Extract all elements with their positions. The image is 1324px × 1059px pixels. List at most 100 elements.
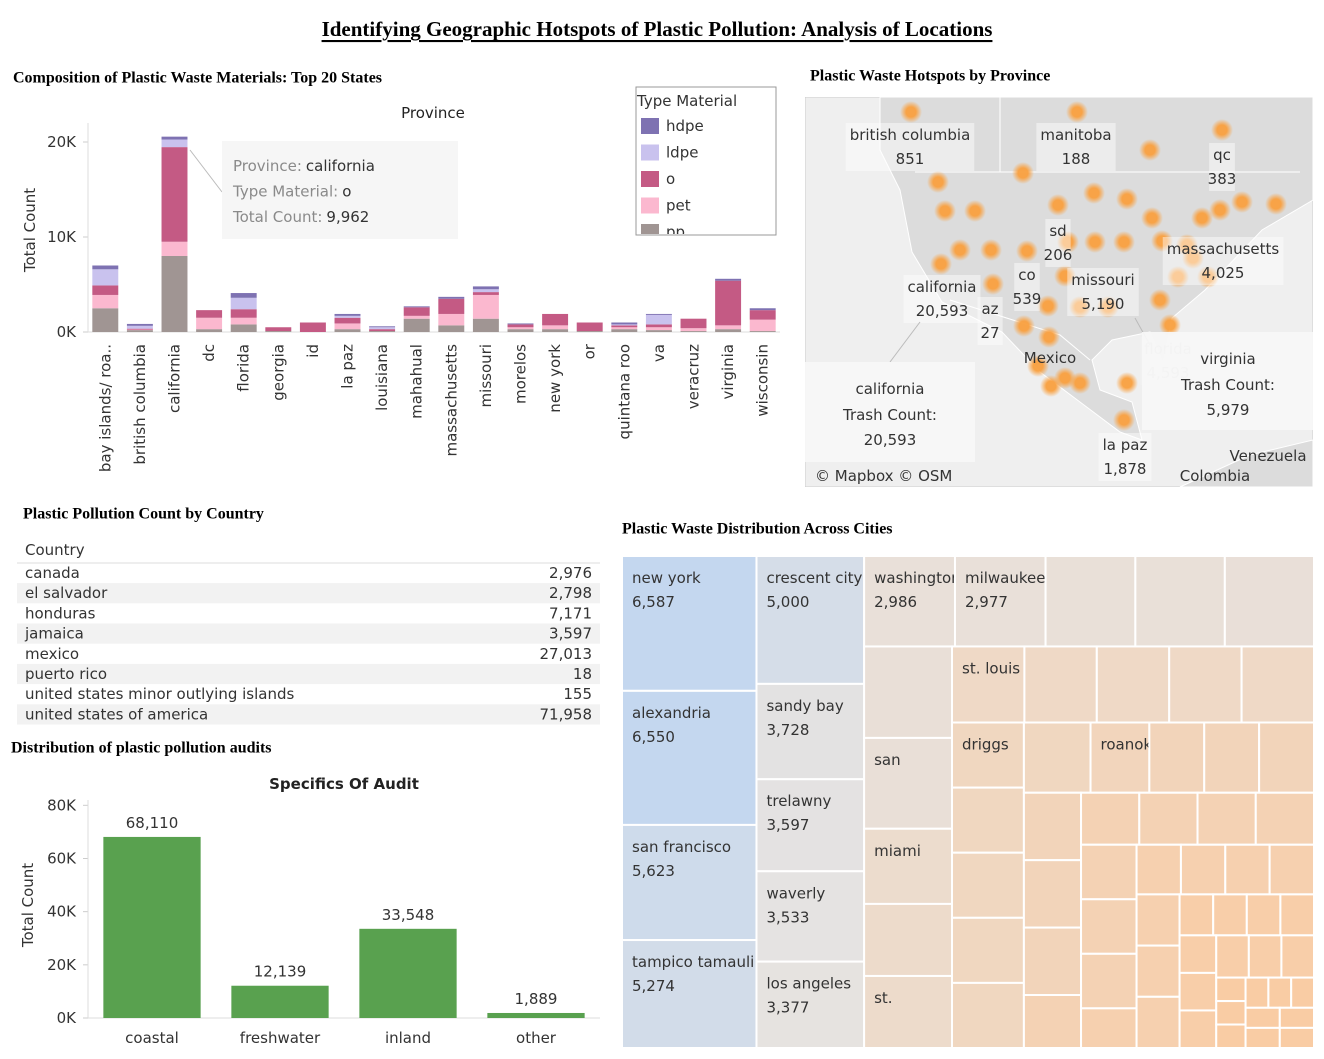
map-label-name: california [907,278,976,296]
map-label-value: 539 [1013,290,1042,308]
cell: united states minor outlying islands [25,685,295,703]
map-label-value: 20,593 [916,302,969,320]
bar-segment [161,256,188,332]
cell: 71,958 [540,705,593,723]
cell-name: sandy bay [766,697,843,715]
treemap-cell [1244,976,1270,1009]
cell: 18 [573,665,592,683]
cell: united states of america [25,705,208,723]
map-label: massachusetts 4,025 [1162,237,1284,285]
tooltip [222,141,458,239]
legend-swatch [641,144,659,161]
cell: canada [25,564,80,582]
cell-value: 6,587 [632,593,675,611]
treemap-cell [755,555,866,685]
cell: 7,171 [549,604,592,622]
treemap-cell [951,916,1025,984]
map-label-value: 4,025 [1202,264,1245,282]
map-attribution: © Mapbox © OSM [815,467,952,485]
map-label: british columbia 851 [845,123,975,171]
map-label: qc 383 [1208,143,1236,191]
legend-label: pp [666,223,685,241]
tooltip-line: Province: california [233,157,375,175]
hotspot [927,171,949,193]
treemap-cell [1215,976,1247,1003]
treemap-cell [1223,555,1316,648]
hotspot [1141,207,1163,229]
bar-segment [403,315,430,319]
map-label-bg [1014,263,1040,311]
map-label-name: az [981,300,998,318]
chart-title: Plastic Waste Distribution Across Cities [622,521,893,538]
cell-value: 3,377 [766,999,809,1017]
hotspot [1265,193,1287,215]
bar-segment [438,313,465,326]
treemap-cell [1168,645,1243,724]
chart-title: Composition of Plastic Waste Materials: … [13,70,382,87]
x-tick-label: dc [200,344,218,362]
hotspot [1069,296,1091,318]
map-label: la paz 1,878 [1098,433,1152,481]
treemap-cell [1215,934,1250,979]
cell-value: 5,623 [632,862,675,880]
bar-segment [126,328,153,330]
hotspot [1047,194,1069,216]
y-tick-label: 10K [47,228,77,246]
cell: jamaica [24,625,84,643]
value-label: 68,110 [126,814,179,832]
cell-name: washington [874,569,961,587]
cell-value: 5,000 [766,593,809,611]
treemap-cell [951,721,1025,789]
tooltip-line: Type Material: o [232,183,351,201]
treemap-cell [1135,944,1181,998]
bar-segment [507,329,534,332]
cell-name: crescent city [766,569,862,587]
legend-swatch [641,118,659,134]
treemap-cell [1135,995,1181,1049]
tooltip-pointer [889,321,921,363]
bar-segment [611,322,638,325]
bar-segment [334,313,361,316]
treemap-cell [1196,791,1257,846]
treemap-cell [1290,976,1316,1009]
treemap-cell [951,645,1026,724]
treemap-cell [1179,843,1227,896]
map-label-bg [1209,143,1235,191]
treemap-cell [1022,859,1083,929]
bar-segment [472,318,499,332]
map-layer: british columbia 851 manitoba 188 qc 383 sd 206… [805,101,1313,485]
treemap-cell [951,786,1025,854]
bar-segment [680,328,707,332]
bar-segment [507,327,534,330]
y-axis-label: Total Count [21,188,39,273]
tooltip-name: virginia [1200,350,1256,368]
treemap-cell [755,870,866,963]
bar-segment [438,325,465,332]
bar-segment [472,286,499,290]
bar-segment [472,294,499,319]
treemap-cell [1080,1007,1138,1050]
hotspot [1084,231,1106,253]
bar-segment [230,297,257,310]
bar-segment [196,317,223,330]
map-label: az 27 [977,297,1003,345]
cell: el salvador [25,584,108,602]
treemap-cell [951,981,1025,1049]
bar [359,928,457,1018]
cell-value: 3,533 [766,908,809,926]
x-tick-label: quintana roo [615,344,633,439]
x-tick-label: other [516,1029,557,1047]
map-label-name: sd [1049,222,1066,240]
treemap-cell [1215,1023,1247,1049]
x-tick-label: british columbia [131,344,149,465]
treemap-cell [621,689,758,826]
map-label-name: british columbia [850,126,971,144]
bar-segment [369,326,396,328]
treemap-cell [1178,893,1215,937]
bar-segment [299,322,326,332]
bar-segment [126,323,153,326]
cell-value: 6,550 [632,728,675,746]
bar-segment [196,310,223,318]
landmass [879,97,1313,441]
legend-swatch [641,197,659,214]
